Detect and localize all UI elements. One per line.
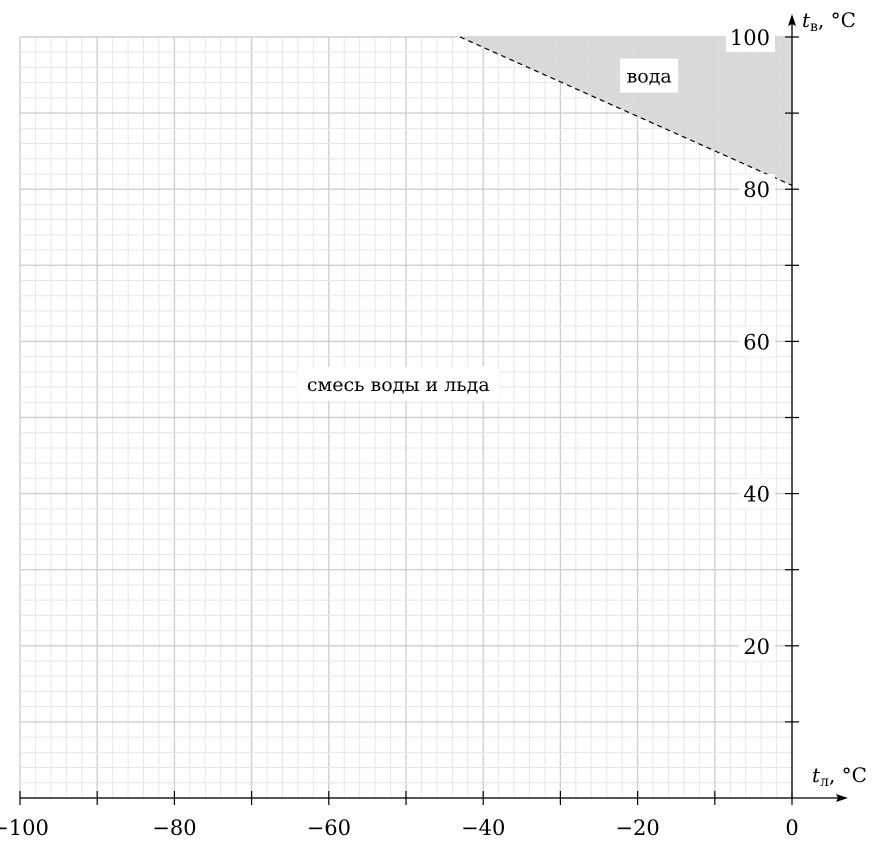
regions [459, 36, 793, 186]
grid [19, 36, 793, 799]
y-tick-label: 60 [743, 330, 770, 354]
boundary-line [459, 36, 793, 186]
y-tick-label-bg [739, 174, 775, 205]
y-tick-label-bg [739, 478, 775, 509]
region-label-bg [297, 366, 499, 401]
y-axis-arrow [788, 14, 796, 26]
x-axis-label-var: t [812, 763, 821, 787]
y-tick-label-bg [726, 22, 775, 52]
y-axis-label: tв, °C [802, 8, 856, 35]
x-tick-label: −80 [152, 816, 196, 840]
ticks [19, 36, 799, 805]
y-tick-label: 80 [743, 178, 770, 202]
region-label: смесь воды и льда [307, 374, 490, 396]
x-axis-label-sub: л [820, 774, 829, 790]
x-tick-label: −60 [307, 816, 351, 840]
x-tick-label: −100 [0, 816, 49, 840]
x-axis-arrow [836, 794, 848, 802]
y-axis-label-unit: , °C [818, 8, 856, 32]
y-axis-label-var: t [802, 8, 811, 32]
labels: tл, °C tв, °C −100−80−60−40−200204060801… [0, 8, 867, 840]
y-tick-label: 20 [743, 635, 770, 659]
y-tick-label: 100 [730, 26, 770, 50]
y-axis-label-sub: в [810, 19, 818, 35]
region-label: вода [627, 66, 672, 88]
y-tick-label-bg [739, 326, 775, 357]
x-tick-label: −20 [615, 816, 659, 840]
y-tick-label-bg [739, 630, 775, 661]
x-axis-label-unit: , °C [829, 763, 867, 787]
axes [20, 14, 848, 802]
x-axis-label: tл, °C [812, 763, 867, 790]
x-tick-label: −40 [461, 816, 505, 840]
x-tick-label: 0 [785, 816, 798, 840]
region-label-bg [620, 58, 679, 93]
y-tick-label: 40 [743, 483, 770, 507]
